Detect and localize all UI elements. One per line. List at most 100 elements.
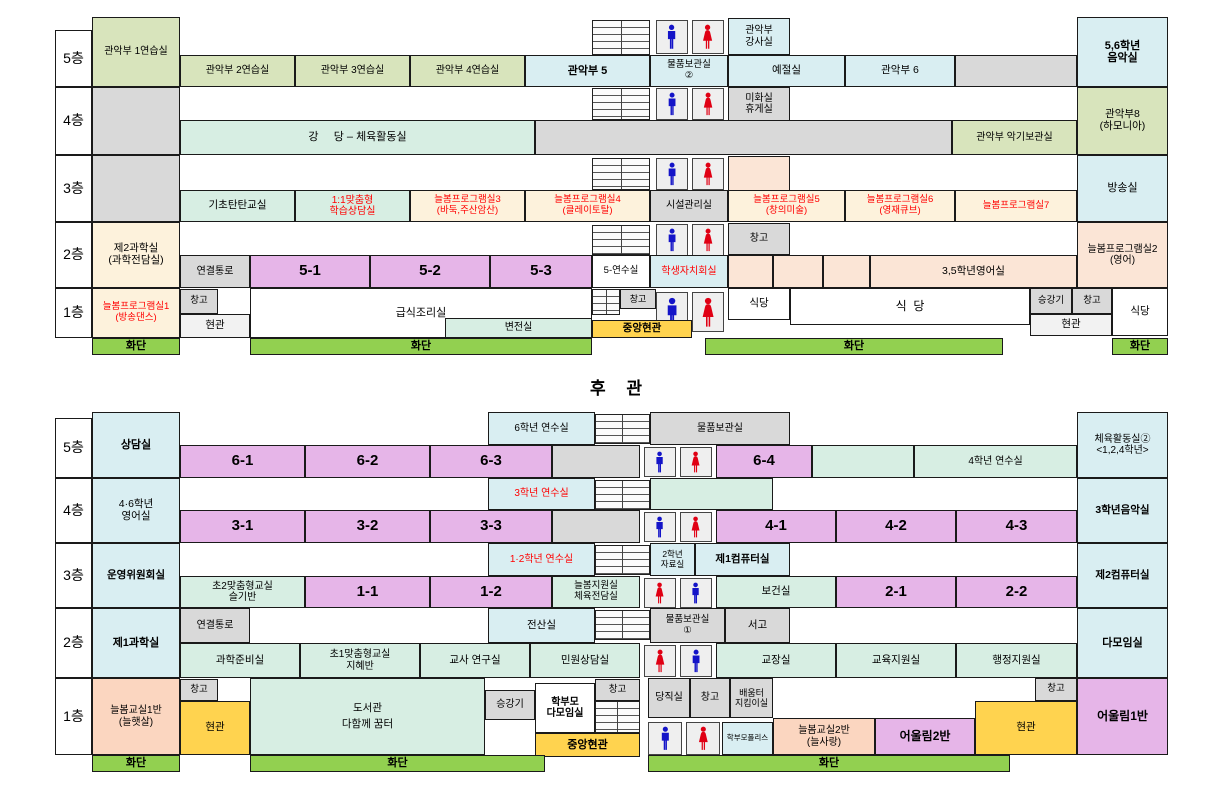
flowerbed: 화단	[250, 338, 592, 355]
room-cell: 늘봄프로그램실5 (창의미술)	[728, 190, 845, 222]
room-cell	[728, 255, 773, 288]
room-cell: 현관	[180, 314, 250, 338]
room-cell: 관악부8 (하모니아)	[1077, 87, 1168, 155]
room-cell: 3-2	[305, 510, 430, 543]
room-cell: 도서관 다함께 꿈터	[250, 678, 485, 755]
room-cell: 5-연수실	[592, 255, 650, 288]
room-cell: 6학년 연수실	[488, 412, 595, 445]
room-cell: 3,5학년영어실	[870, 255, 1077, 288]
stairs-icon	[592, 225, 650, 255]
wc-female-icon	[644, 578, 676, 608]
wc-male-icon	[644, 447, 676, 477]
room-cell: 늘봄프로그램실3 (바둑,주산암산)	[410, 190, 525, 222]
floor-label-2f: 2층	[55, 222, 92, 288]
room-cell: 관악부 4연습실	[410, 55, 525, 87]
room-cell: 늘봄교실2반 (늘사랑)	[773, 718, 875, 755]
stairs-icon	[592, 158, 650, 190]
wc-female-icon	[680, 447, 712, 477]
room-cell: 관악부 3연습실	[295, 55, 410, 87]
room-cell: 예절실	[728, 55, 845, 87]
room-cell: 어울림1반	[1077, 678, 1168, 755]
room-cell: 상담실	[92, 412, 180, 478]
room-cell: 창고	[620, 289, 656, 309]
room-cell: 3-1	[180, 510, 305, 543]
wc-female-icon	[692, 292, 724, 332]
wc-female-icon	[644, 645, 676, 677]
room-cell: 물품보관실 ②	[650, 55, 728, 87]
room-cell: 학부모폴리스	[722, 722, 773, 755]
flowerbed: 화단	[648, 755, 1010, 772]
room-cell: 초1맞춤형교실 지혜반	[300, 643, 420, 678]
stairs-icon	[595, 610, 650, 640]
flowerbed: 화단	[250, 755, 545, 772]
room-cell	[552, 510, 640, 543]
room-cell: 식당	[728, 288, 790, 320]
stairs-icon	[595, 545, 650, 575]
room-cell: 창고	[728, 223, 790, 255]
wc-female-icon	[692, 20, 724, 54]
room-cell: 연결통로	[180, 608, 250, 643]
room-cell: 늘봄교실1반 (늘햇살)	[92, 678, 180, 755]
wc-male-icon	[644, 512, 676, 542]
wc-male-icon	[680, 645, 712, 677]
room-cell: 어울림2반	[875, 718, 975, 755]
room-cell: 1-2	[430, 576, 552, 608]
room-cell: 2학년 자료실	[650, 543, 695, 576]
wc-female-icon	[692, 224, 724, 256]
room-cell: 창고	[180, 679, 218, 701]
room-cell: 늘봄프로그램실2 (영어)	[1077, 222, 1168, 288]
room-cell: 3-3	[430, 510, 552, 543]
stairs-icon	[592, 88, 650, 120]
room-cell: 3학년음악실	[1077, 478, 1168, 543]
room-cell: 4-1	[716, 510, 836, 543]
room-cell: 급식조리실	[250, 288, 592, 338]
room-cell: 물품보관실 ①	[650, 608, 725, 643]
room-cell	[92, 155, 180, 222]
room-cell: 5-2	[370, 255, 490, 288]
room-cell: 1-1	[305, 576, 430, 608]
room-cell: 다모임실	[1077, 608, 1168, 678]
room-cell: 학부모 다모임실	[535, 683, 595, 733]
room-cell: 방송실	[1077, 155, 1168, 222]
wc-female-icon	[692, 88, 724, 120]
room-cell: 연결통로	[180, 255, 250, 288]
room-cell	[650, 478, 773, 510]
stairs-icon	[592, 289, 620, 315]
room-cell: 교장실	[716, 643, 836, 678]
flowerbed: 화단	[1112, 338, 1168, 355]
flowerbed: 화단	[92, 338, 180, 355]
room-cell: 배움터 지킴이실	[730, 678, 773, 718]
room-cell: 늘봄프로그램실1 (방송댄스)	[92, 288, 180, 338]
room-cell: 시설관리실	[650, 190, 728, 222]
room-cell: 6-2	[305, 445, 430, 478]
room-cell	[728, 156, 790, 192]
room-cell: 6-1	[180, 445, 305, 478]
room-cell: 강 당 – 체육활동실	[180, 120, 535, 155]
room-cell: 보건실	[716, 576, 836, 608]
flowerbed: 화단	[705, 338, 1003, 355]
room-cell: 현관	[975, 701, 1077, 755]
room-cell: 2-2	[956, 576, 1077, 608]
room-cell: 4·6학년 영어실	[92, 478, 180, 543]
floor-label-4f: 4층	[55, 87, 92, 155]
room-cell: 4-3	[956, 510, 1077, 543]
wc-male-icon	[656, 158, 688, 190]
room-cell	[92, 87, 180, 155]
room-cell	[823, 255, 870, 288]
room-cell: 1:1맞춤형 학습상담실	[295, 190, 410, 222]
room-cell: 관악부 6	[845, 55, 955, 87]
room-cell	[955, 55, 1077, 87]
room-cell: 관악부 5	[525, 55, 650, 87]
floor-label-5f: 5층	[55, 418, 92, 478]
room-cell: 관악부 1연습실	[92, 17, 180, 87]
room-cell: 서고	[725, 608, 790, 643]
room-cell: 제1과학실	[92, 608, 180, 678]
wc-female-icon	[680, 512, 712, 542]
room-cell: 창고	[1072, 288, 1112, 314]
floor-label-1f: 1층	[55, 678, 92, 755]
room-cell: 과학준비실	[180, 643, 300, 678]
room-cell: 기초탄탄교실	[180, 190, 295, 222]
wc-female-icon	[686, 722, 720, 755]
flowerbed: 화단	[92, 755, 180, 772]
